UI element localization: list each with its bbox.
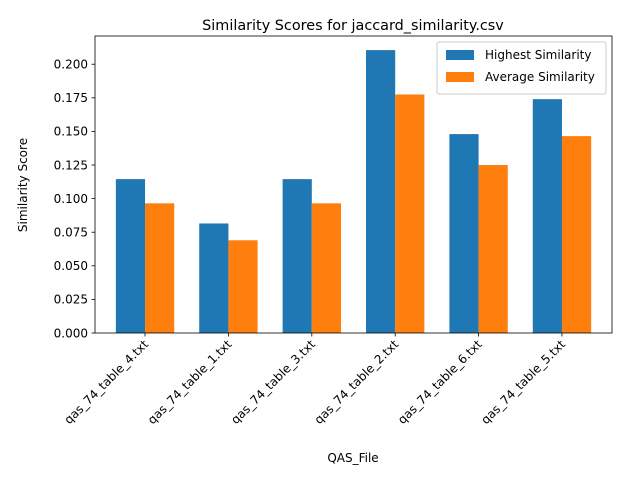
y-tick-label-7: 0.175 [54, 91, 88, 105]
y-tick-label-0: 0.000 [54, 326, 88, 340]
x-tick-label-1: qas_74_table_4.txt [61, 337, 151, 427]
y-axis: 0.000 0.025 0.050 0.075 0.100 0.125 0.150 0.175… [54, 58, 95, 340]
y-tick-label-2: 0.050 [54, 259, 88, 273]
bar-average-5 [478, 165, 508, 333]
bar-highest-4 [366, 50, 396, 334]
y-tick-label-6: 0.150 [54, 125, 88, 139]
y-tick-label-4: 0.100 [54, 192, 88, 206]
legend: Highest Similarity Average Similarity [436, 41, 607, 95]
bar-highest-6 [532, 99, 562, 333]
legend-swatch-highest [446, 50, 474, 60]
bars-group [115, 50, 592, 334]
plot-frame [94, 35, 613, 334]
bar-highest-2 [199, 223, 229, 333]
x-axis: qas_74_table_4.txtqas_74_table_1.txtqas_… [61, 333, 568, 427]
legend-frame [436, 41, 607, 95]
x-tick-label-4: qas_74_table_2.txt [312, 337, 402, 427]
bar-average-2 [228, 240, 258, 333]
x-tick-label-2: qas_74_table_1.txt [145, 337, 235, 427]
x-tick-label-6: qas_74_table_5.txt [478, 337, 568, 427]
legend-label-average: Average Similarity [485, 70, 595, 84]
x-tick-label-5: qas_74_table_6.txt [395, 337, 485, 427]
bar-highest-5 [449, 134, 479, 333]
y-tick-label-3: 0.075 [54, 226, 88, 240]
legend-swatch-average [446, 72, 474, 82]
legend-label-highest: Highest Similarity [485, 48, 591, 62]
bar-average-1 [145, 203, 175, 333]
bar-highest-1 [115, 179, 146, 333]
bar-average-3 [311, 203, 341, 333]
y-tick-label-8: 0.200 [54, 58, 88, 72]
y-tick-label-5: 0.125 [54, 158, 88, 172]
x-tick-label-3: qas_74_table_3.txt [228, 337, 318, 427]
y-tick-label-1: 0.025 [54, 293, 88, 307]
x-axis-label: QAS_File [327, 451, 378, 465]
chart-title: Similarity Scores for jaccard_similarity… [202, 18, 504, 34]
y-axis-label: Similarity Score [16, 138, 30, 232]
bar-average-4 [395, 94, 425, 334]
bar-highest-3 [282, 179, 312, 333]
bar-average-6 [561, 136, 592, 333]
